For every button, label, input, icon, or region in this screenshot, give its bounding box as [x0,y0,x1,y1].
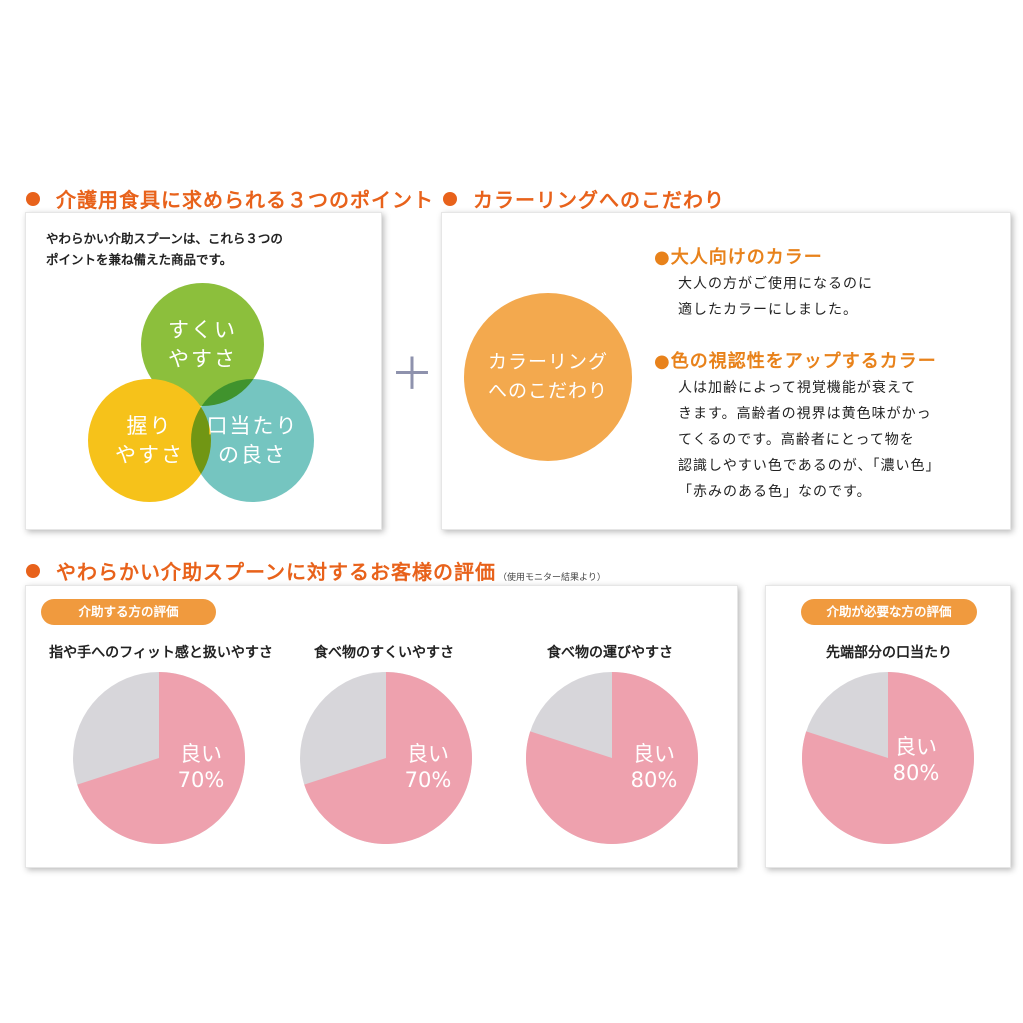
pie-good-label: 良い [407,742,449,766]
bullet-dot-icon [26,191,40,206]
pie-title-mouthfeel: 先端部分の口当たり [826,645,952,661]
coloring-circle: カラーリング へのこだわり [464,293,632,461]
pie-good-label: 良い [180,742,222,766]
points-intro-text: やわらかい介助スプーンは、これら３つの ポイントを兼ね備えた商品です。 [46,231,283,267]
pie-good-label: 良い [633,742,675,766]
pie-value-label: 80% [630,768,678,792]
adult-color-body: 大人の方がご使用になるのに 適したカラーにしました。 [678,276,873,318]
pie-value-label: 80% [892,761,940,785]
bullet-dot-icon [26,563,40,578]
pie-value-label: 70% [404,768,452,792]
points-section-title: 介護用食具に求められる３つのポイント [26,184,434,213]
pie-good-label: 良い [895,735,937,759]
cared-evaluation-panel: 介助が必要な方の評価 先端部分の口当たり 良い 80% [765,585,1011,868]
points-panel: やわらかい介助スプーンは、これら３つの ポイントを兼ね備えた商品です。 すくい … [25,212,382,530]
pie-title-scoop: 食べ物のすくいやすさ [314,645,454,661]
pie-chart-mouthfeel [802,672,974,844]
pie-chart-carry [526,672,698,844]
pie-title-carry: 食べ物の運びやすさ [547,645,673,661]
pie-good-slice [77,672,245,844]
cared-tag: 介助が必要な方の評価 [801,599,977,625]
pie-chart-scoop [300,672,472,844]
pie-good-slice [304,672,472,844]
coloring-panel: カラーリング へのこだわり ●大人向けのカラー 大人の方がご使用になるのに 適し… [441,212,1011,530]
visibility-color-heading: ●色の視認性をアップするカラー [654,351,937,372]
pie-title-fit: 指や手へのフィット感と扱いやすさ [49,645,273,661]
pie-good-slice [802,672,974,844]
pie-good-slice [526,672,698,844]
grip-ease-circle: 握り やすさ [88,379,211,502]
pie-chart-fit [73,672,245,844]
adult-color-heading: ●大人向けのカラー [654,247,823,268]
visibility-color-body: 人は加齢によって視覚機能が衰えて きます。高齢者の視界は黄色味がかっ てくるので… [678,380,941,500]
coloring-section-title: カラーリングへのこだわり [443,184,725,213]
mouthfeel-circle: 口当たり の良さ [191,379,314,502]
caregiver-evaluation-panel: 介助する方の評価 指や手へのフィット感と扱いやすさ 良い 70% 食べ物のすくい… [25,585,738,868]
plus-icon: ＋ [390,349,434,400]
pie-value-label: 70% [177,768,225,792]
caregiver-tag: 介助する方の評価 [41,599,216,625]
bullet-dot-icon [443,191,457,206]
evaluation-section-title: やわらかい介助スプーンに対するお客様の評価 （使用モニター結果より） [26,556,606,585]
